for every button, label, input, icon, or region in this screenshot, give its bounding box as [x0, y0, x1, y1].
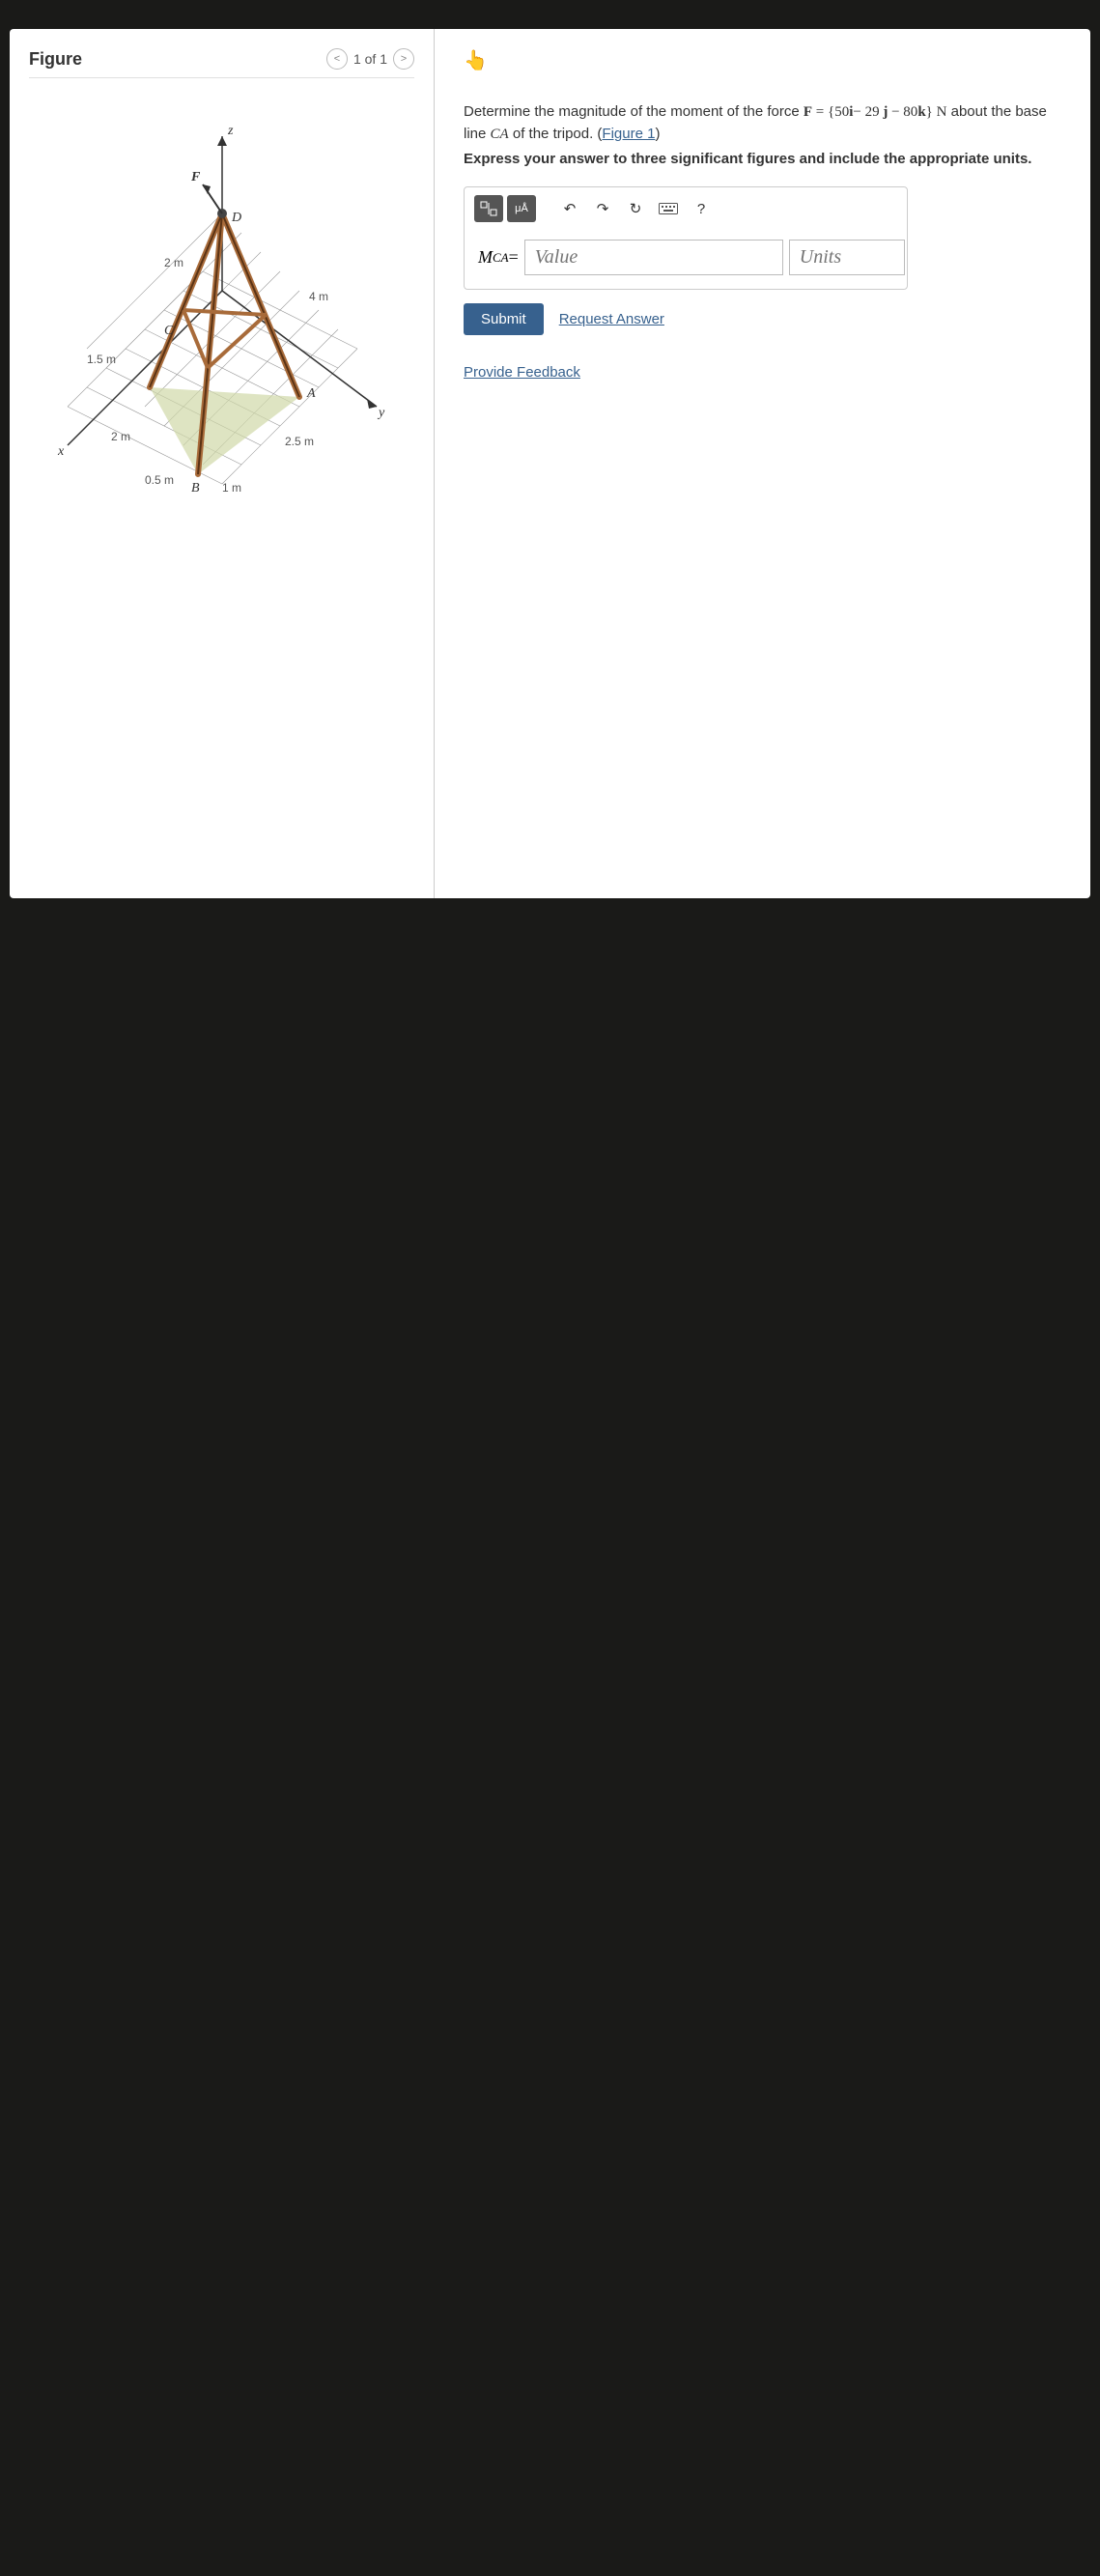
- svg-text:1.5 m: 1.5 m: [87, 353, 116, 366]
- special-chars-button[interactable]: μÅ: [507, 195, 536, 222]
- redo-button[interactable]: ↷: [588, 195, 617, 222]
- undo-button[interactable]: ↶: [555, 195, 584, 222]
- figure-nav: < 1 of 1 >: [326, 48, 414, 70]
- answer-box: μÅ ↶ ↷ ↻ ? MCA =: [464, 186, 908, 290]
- question-prompt: Determine the magnitude of the moment of…: [464, 101, 1061, 145]
- svg-text:2 m: 2 m: [164, 256, 183, 269]
- keyboard-button[interactable]: [654, 195, 683, 222]
- reset-button[interactable]: ↻: [621, 195, 650, 222]
- svg-text:B: B: [191, 481, 200, 495]
- value-input[interactable]: [524, 240, 783, 275]
- figure-link[interactable]: Figure 1: [602, 126, 655, 142]
- svg-text:x: x: [57, 444, 65, 459]
- answer-instruction: Express your answer to three significant…: [464, 151, 1061, 167]
- svg-text:C: C: [164, 324, 174, 338]
- templates-button[interactable]: [474, 195, 503, 222]
- figure-next-button[interactable]: >: [393, 48, 414, 70]
- figure-counter: 1 of 1: [353, 51, 387, 67]
- svg-text:2 m: 2 m: [111, 430, 130, 443]
- svg-text:1 m: 1 m: [222, 481, 241, 495]
- equation-toolbar: μÅ ↶ ↷ ↻ ?: [465, 187, 907, 230]
- svg-text:z: z: [227, 124, 234, 138]
- figure-prev-button[interactable]: <: [326, 48, 348, 70]
- variable-label: MCA =: [478, 240, 519, 275]
- submit-button[interactable]: Submit: [464, 303, 544, 335]
- svg-text:y: y: [377, 406, 385, 420]
- svg-text:A: A: [306, 386, 316, 401]
- figure-diagram: z y x F D C A B 4 m 2 m 1.5 m 2 m 0.5 m …: [29, 117, 414, 523]
- svg-text:4 m: 4 m: [309, 290, 328, 303]
- svg-text:F: F: [190, 170, 201, 184]
- provide-feedback-link[interactable]: Provide Feedback: [464, 364, 580, 381]
- request-answer-link[interactable]: Request Answer: [559, 311, 664, 327]
- svg-text:0.5 m: 0.5 m: [145, 473, 174, 487]
- hand-pointer-icon: 👆: [464, 48, 1061, 72]
- svg-text:2.5 m: 2.5 m: [285, 435, 314, 448]
- figure-title: Figure: [29, 49, 82, 70]
- units-input[interactable]: [789, 240, 905, 275]
- svg-text:D: D: [231, 211, 241, 225]
- help-button[interactable]: ?: [687, 195, 716, 222]
